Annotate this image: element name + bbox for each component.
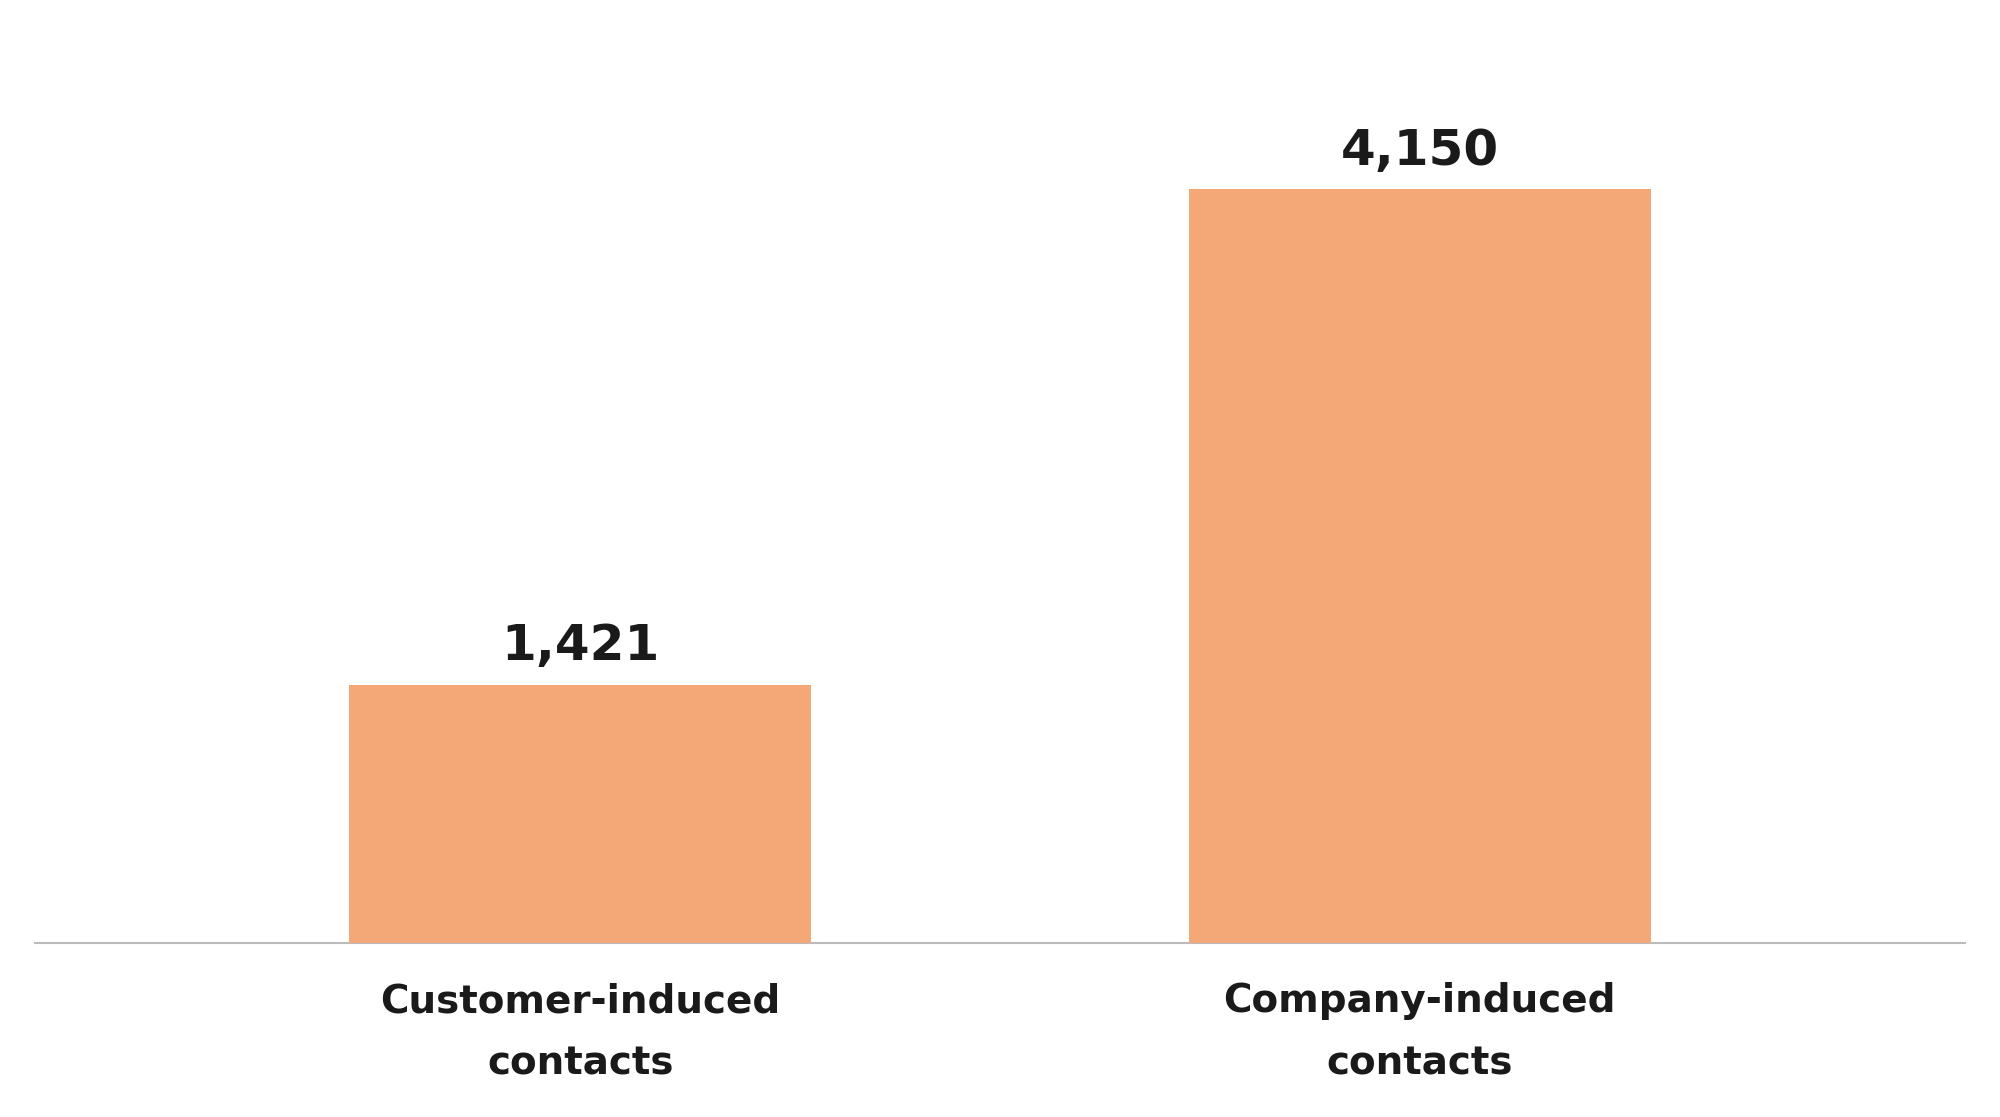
Bar xyxy=(1188,189,1650,943)
Text: 1,421: 1,421 xyxy=(502,622,660,670)
Text: 4,150: 4,150 xyxy=(1340,126,1498,174)
Bar xyxy=(350,685,812,943)
